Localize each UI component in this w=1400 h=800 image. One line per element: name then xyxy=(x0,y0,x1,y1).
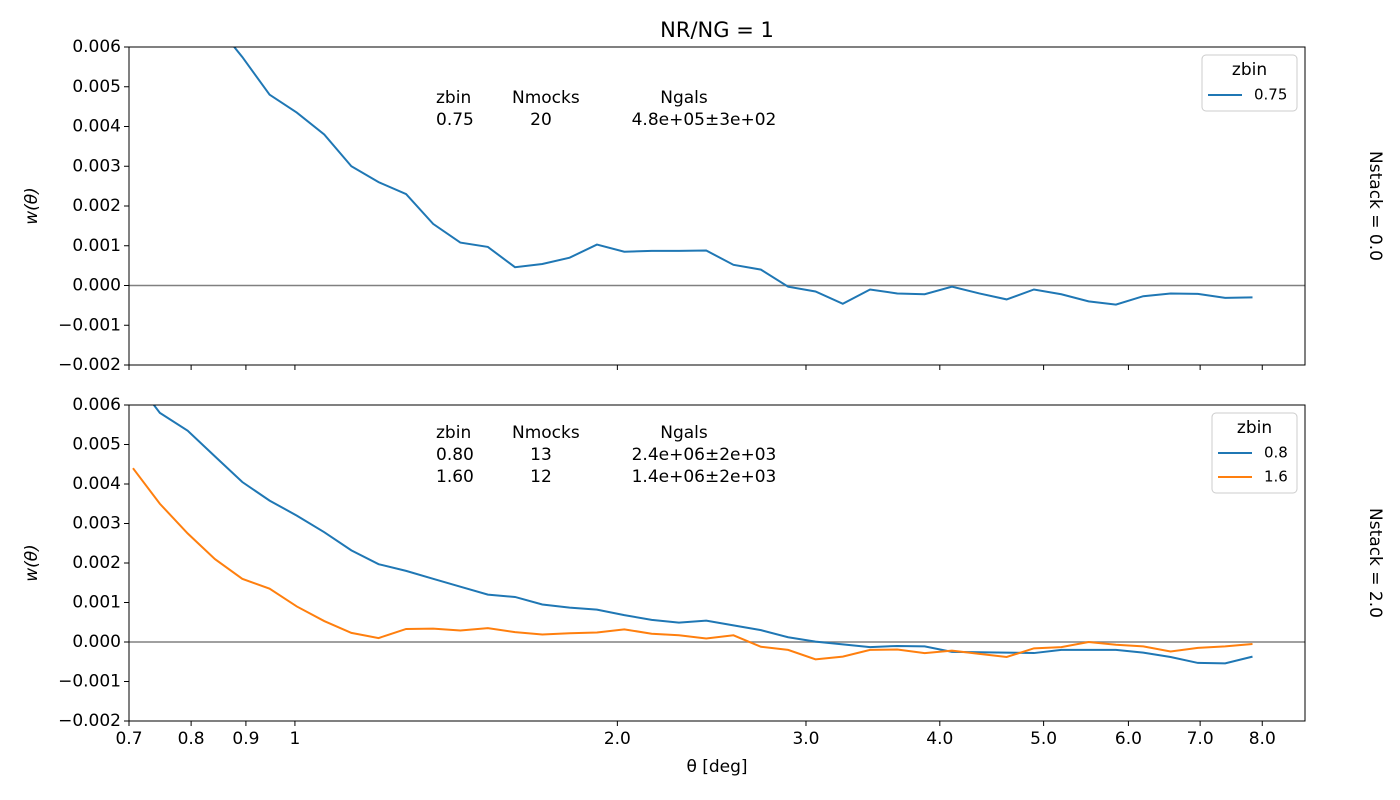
y-tick-label: −0.002 xyxy=(58,355,121,375)
legend-box xyxy=(1211,412,1298,494)
annotation-cell: 2.4e+06±2e+03 xyxy=(632,445,777,465)
plot-area xyxy=(132,405,1253,665)
legend-box xyxy=(1201,54,1298,112)
series-line xyxy=(132,467,1253,661)
facet-label: Nstack = 0.0 xyxy=(1365,151,1385,261)
x-tick-label: 0.8 xyxy=(178,729,205,749)
axes-frame xyxy=(128,46,1306,366)
y-tick-label: −0.001 xyxy=(58,672,121,692)
legend-title: zbin xyxy=(1232,60,1267,80)
y-tick-label: 0.001 xyxy=(72,236,121,256)
annotation-cell: 13 xyxy=(530,445,552,465)
x-tick-label: 6.0 xyxy=(1115,729,1142,749)
annotation-cell: 0.80 xyxy=(436,445,474,465)
chart-title: NR/NG = 1 xyxy=(660,18,774,42)
y-tick-label: 0.006 xyxy=(72,37,121,57)
legend-label: 0.75 xyxy=(1254,86,1287,104)
legend-label: 1.6 xyxy=(1264,468,1288,486)
annotation-header: zbin xyxy=(436,423,471,443)
y-tick-label: 0.001 xyxy=(72,593,121,613)
x-tick-label: 5.0 xyxy=(1030,729,1057,749)
annotation-cell: 1.4e+06±2e+03 xyxy=(632,467,777,487)
y-tick-label: 0.000 xyxy=(72,276,121,296)
legend-label: 0.8 xyxy=(1264,444,1288,462)
annotation-cell: 12 xyxy=(530,467,552,487)
annotation-header: Nmocks xyxy=(512,88,580,108)
y-tick-label: 0.003 xyxy=(72,156,121,176)
annotation-header: Nmocks xyxy=(512,423,580,443)
y-tick-label: 0.002 xyxy=(72,553,121,573)
y-tick-label: 0.004 xyxy=(72,117,121,137)
x-tick-label: 7.0 xyxy=(1187,729,1214,749)
annotation-header: Ngals xyxy=(660,88,708,108)
annotation-cell: 0.75 xyxy=(436,110,474,130)
series-line xyxy=(152,405,1253,665)
annotation-header: Ngals xyxy=(660,423,708,443)
legend-title: zbin xyxy=(1237,418,1272,438)
x-tick-label: 8.0 xyxy=(1249,729,1276,749)
y-axis-label: w(θ) xyxy=(22,544,42,582)
annotation-cell: 4.8e+05±3e+02 xyxy=(632,110,777,130)
y-tick-label: −0.001 xyxy=(58,315,121,335)
x-axis-label: θ [deg] xyxy=(686,757,747,777)
annotation-header: zbin xyxy=(436,88,471,108)
annotation-cell: 20 xyxy=(530,110,552,130)
y-axis-label: w(θ) xyxy=(22,187,42,225)
y-tick-label: 0.005 xyxy=(72,435,121,455)
y-tick-label: 0.002 xyxy=(72,196,121,216)
y-tick-label: 0.004 xyxy=(72,474,121,494)
annotation-cell: 1.60 xyxy=(436,467,474,487)
y-tick-label: 0.005 xyxy=(72,77,121,97)
x-tick-label: 4.0 xyxy=(926,729,953,749)
y-tick-label: 0.003 xyxy=(72,514,121,534)
axes-frame xyxy=(128,404,1306,722)
y-tick-label: 0.006 xyxy=(72,395,121,415)
x-tick-label: 1 xyxy=(290,729,301,749)
x-tick-label: 3.0 xyxy=(792,729,819,749)
y-tick-label: −0.002 xyxy=(58,711,121,731)
x-tick-label: 2.0 xyxy=(604,729,631,749)
series-line xyxy=(232,47,1253,306)
x-tick-label: 0.9 xyxy=(232,729,259,749)
y-tick-label: 0.000 xyxy=(72,632,121,652)
facet-label: Nstack = 2.0 xyxy=(1365,508,1385,618)
x-tick-label: 0.7 xyxy=(115,729,142,749)
plot-area xyxy=(232,47,1253,306)
